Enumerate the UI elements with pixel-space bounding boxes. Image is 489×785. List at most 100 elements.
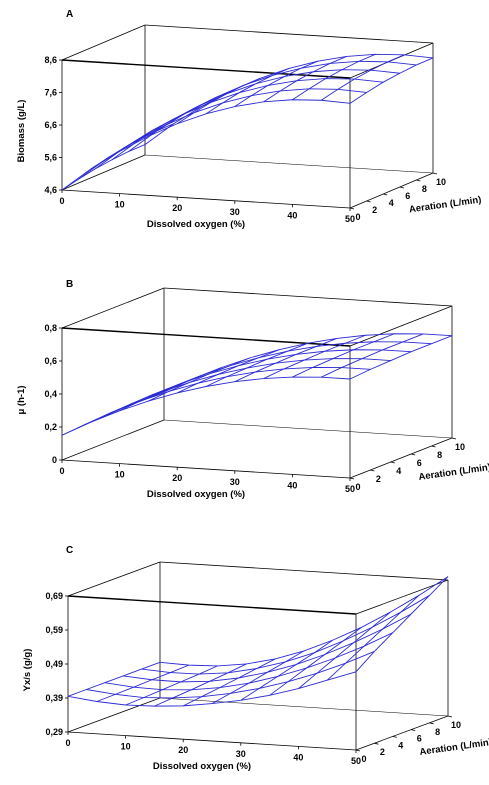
mesh-line-x-40 xyxy=(298,611,391,689)
y-tick-mark xyxy=(411,453,416,456)
box-edge-bottom-right-depth xyxy=(355,715,449,751)
box-edge-front-top xyxy=(61,59,351,79)
box-edge-top-right-depth xyxy=(349,305,453,347)
mesh-line-x-30 xyxy=(240,639,334,701)
mesh-line-x-20 xyxy=(176,77,261,125)
x-tick-label: 40 xyxy=(287,210,297,220)
x-tick-label: 30 xyxy=(230,207,240,217)
y-tick-label: 4 xyxy=(396,466,401,476)
box-edge-bottom-right-depth xyxy=(349,172,434,209)
y-tick-label: 0 xyxy=(361,754,366,764)
y-tick-label: 10 xyxy=(436,177,446,187)
z-tick-label: 7,6 xyxy=(44,88,57,98)
mesh-line-y-4 xyxy=(94,78,384,170)
box-edge-top-left-depth xyxy=(61,24,146,61)
mesh-line-x-5 xyxy=(96,664,189,702)
x-tick-label: 20 xyxy=(172,473,182,483)
y-tick-mark xyxy=(432,172,438,175)
x-axis-label: Dissolved oxygen (%) xyxy=(153,761,251,772)
y-tick-label: 10 xyxy=(455,442,465,452)
box-edge-bottom-right-depth xyxy=(349,437,453,479)
z-tick-label: 0,49 xyxy=(45,659,63,669)
mesh-line-x-35 xyxy=(269,626,362,696)
y-tick-label: 6 xyxy=(417,458,422,468)
y-tick-label: 8 xyxy=(435,727,440,737)
y-tick-label: 4 xyxy=(389,198,394,208)
mesh-line-x-40 xyxy=(292,53,376,101)
box-edge-back-bottom xyxy=(163,419,453,439)
mesh-line-x-25 xyxy=(205,68,290,115)
z-tick-label: 0,29 xyxy=(45,727,63,737)
z-tick-label: 4,6 xyxy=(44,185,57,195)
z-tick-label: 0,8 xyxy=(44,323,57,333)
z-tick-label: 0,39 xyxy=(45,693,63,703)
y-tick-label: 6 xyxy=(405,191,410,201)
y-tick-mark xyxy=(447,715,453,718)
box-edge-back-bottom xyxy=(159,697,449,717)
y-tick-mark xyxy=(349,477,355,480)
y-tick-mark xyxy=(390,461,395,464)
y-tick-mark xyxy=(349,207,355,210)
x-tick-label: 0 xyxy=(59,466,64,476)
mesh-line-x-0 xyxy=(61,144,146,191)
box-edge-front-bottom xyxy=(61,189,351,209)
box-edge-back-bottom xyxy=(144,154,434,174)
y-tick-mark xyxy=(451,437,457,440)
y-tick-mark xyxy=(431,445,436,448)
box-edge-bottom-left-depth xyxy=(67,697,161,733)
mesh-line-x-30 xyxy=(234,60,318,107)
y-tick-label: 2 xyxy=(380,747,385,757)
mesh-line-y-6 xyxy=(111,69,400,161)
mesh-line-x-30 xyxy=(234,337,337,383)
mesh-line-x-50 xyxy=(349,335,453,380)
y-axis-label: Aeration (L/min) xyxy=(408,194,482,215)
mesh-line-x-35 xyxy=(263,56,347,103)
mesh-line-y-2 xyxy=(86,650,375,699)
mesh-line-x-10 xyxy=(125,665,218,706)
y-tick-mark xyxy=(374,742,379,745)
z-axis-label: Biomass (g/L) xyxy=(16,100,27,163)
box-edge-back-top xyxy=(144,24,434,44)
z-axis-label: Yx/s (g/g) xyxy=(22,649,33,692)
mesh-line-x-50 xyxy=(349,57,434,104)
z-tick-label: 0 xyxy=(52,455,57,465)
y-tick-label: 0 xyxy=(355,212,360,222)
box-edge-back-top xyxy=(159,561,449,581)
x-tick-label: 40 xyxy=(293,752,303,762)
mesh-line-y-0 xyxy=(61,99,351,191)
mesh-line-y-8 xyxy=(128,60,417,152)
x-tick-label: 50 xyxy=(351,756,361,766)
z-tick-label: 8,6 xyxy=(44,55,57,65)
mesh-line-y-2 xyxy=(78,88,367,180)
mesh-line-x-40 xyxy=(292,333,395,378)
panel-letter: C xyxy=(66,545,73,556)
y-tick-mark xyxy=(370,469,375,472)
z-axis-label: μ (h-1) xyxy=(16,385,27,414)
z-tick-label: 0,6 xyxy=(44,356,57,366)
y-tick-label: 2 xyxy=(376,474,381,484)
y-tick-label: 8 xyxy=(437,450,442,460)
y-tick-mark xyxy=(399,186,404,189)
mesh-line-y-0 xyxy=(61,376,351,436)
y-tick-mark xyxy=(429,722,434,725)
mesh-line-x-25 xyxy=(205,342,309,387)
mesh-line-x-15 xyxy=(148,90,232,137)
x-axis-label: Dissolved oxygen (%) xyxy=(147,219,245,230)
box-edge-bottom-left-depth xyxy=(61,154,146,191)
z-tick-label: 5,6 xyxy=(44,153,57,163)
y-tick-label: 4 xyxy=(398,740,403,750)
x-tick-label: 50 xyxy=(345,484,355,494)
mesh-line-x-45 xyxy=(321,333,424,378)
z-tick-label: 0,59 xyxy=(45,625,63,635)
y-tick-label: 6 xyxy=(417,734,422,744)
mesh-line-x-10 xyxy=(119,105,203,152)
mesh-line-x-0 xyxy=(61,391,165,436)
y-tick-label: 0 xyxy=(355,482,360,492)
y-tick-label: 8 xyxy=(422,184,427,194)
z-tick-label: 6,6 xyxy=(44,120,57,130)
x-tick-label: 40 xyxy=(287,480,297,490)
x-tick-label: 20 xyxy=(172,203,182,213)
mesh-line-x-10 xyxy=(119,367,222,412)
mesh-line-x-45 xyxy=(326,594,420,681)
mesh-line-x-50 xyxy=(355,576,449,673)
